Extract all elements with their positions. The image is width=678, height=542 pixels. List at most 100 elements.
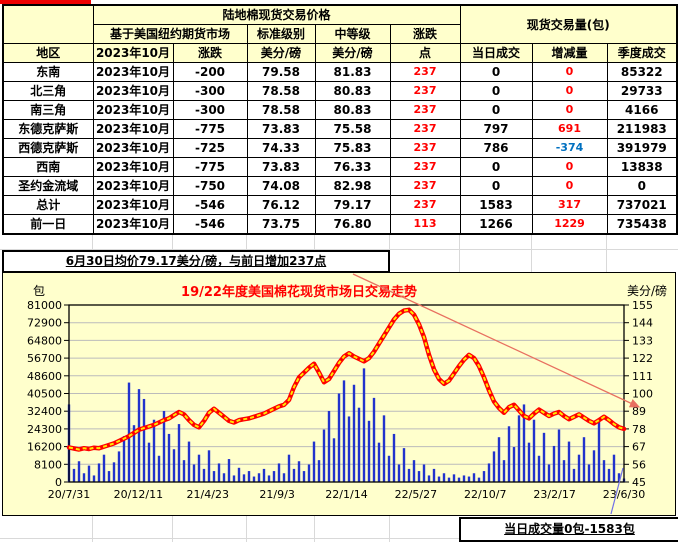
daily-cell[interactable]: 797	[459, 119, 533, 139]
points-cell[interactable]: 113	[389, 214, 461, 235]
month-cell[interactable]: 2023年10月	[92, 195, 174, 215]
points-header-cell[interactable]: 点	[389, 43, 461, 63]
standard-cell[interactable]: 73.83	[246, 119, 316, 139]
change-cell[interactable]: -300	[172, 81, 248, 101]
month-cell[interactable]: 2023年10月	[92, 214, 174, 235]
quarter-cell[interactable]: 391979	[606, 138, 678, 158]
change-cell[interactable]: -546	[172, 214, 248, 235]
daily-cell[interactable]: 0	[459, 157, 533, 177]
points-cell[interactable]: 237	[389, 81, 461, 101]
quarter-cell[interactable]: 4166	[606, 100, 678, 120]
middling-cell[interactable]: 82.98	[314, 176, 391, 196]
region-cell[interactable]: 北三角	[2, 81, 94, 101]
quarter-header-cell[interactable]: 季度成交	[606, 43, 678, 63]
standard-cell[interactable]: 78.58	[246, 81, 316, 101]
volume-title-cell[interactable]: 现货交易量(包)	[459, 4, 678, 44]
quarter-cell[interactable]: 735438	[606, 214, 678, 235]
region-cell[interactable]: 总计	[2, 195, 94, 215]
region-cell[interactable]: 东德克萨斯	[2, 119, 94, 139]
standard-cell[interactable]: 74.08	[246, 176, 316, 196]
table-title-cell[interactable]: 陆地棉现货交易价格	[92, 4, 461, 25]
middling-header-cell[interactable]: 中等级	[314, 24, 391, 44]
note-box[interactable]: 当日成交量0包-1583包	[459, 517, 678, 542]
delta-cell[interactable]: 1229	[531, 214, 608, 235]
month-header-cell[interactable]: 2023年10月	[92, 43, 174, 63]
standard-header-cell[interactable]: 标准级别	[246, 24, 316, 44]
region-header-cell[interactable]: 地区	[2, 43, 94, 63]
middling-cell[interactable]: 76.80	[314, 214, 391, 235]
quarter-cell[interactable]: 737021	[606, 195, 678, 215]
change-cell[interactable]: -775	[172, 119, 248, 139]
delta-cell[interactable]: 0	[531, 157, 608, 177]
change-header-cell[interactable]: 涨跌	[389, 24, 461, 44]
unit-cents-header-cell-2[interactable]: 美分/磅	[314, 43, 391, 63]
middling-cell[interactable]: 75.58	[314, 119, 391, 139]
delta-cell[interactable]: 0	[531, 176, 608, 196]
change-cell[interactable]: -775	[172, 157, 248, 177]
standard-cell[interactable]: 74.33	[246, 138, 316, 158]
quarter-cell[interactable]: 85322	[606, 62, 678, 82]
corner-cell[interactable]	[2, 4, 94, 44]
daily-cell[interactable]: 0	[459, 100, 533, 120]
middling-cell[interactable]: 79.17	[314, 195, 391, 215]
daily-cell[interactable]: 0	[459, 81, 533, 101]
change-cell[interactable]: -750	[172, 176, 248, 196]
change-cell[interactable]: -546	[172, 195, 248, 215]
quarter-cell[interactable]: 29733	[606, 81, 678, 101]
region-cell[interactable]: 东南	[2, 62, 94, 82]
month-cell[interactable]: 2023年10月	[92, 62, 174, 82]
middling-cell[interactable]: 75.83	[314, 138, 391, 158]
points-cell[interactable]: 237	[389, 100, 461, 120]
delta-cell[interactable]: 0	[531, 100, 608, 120]
month-cell[interactable]: 2023年10月	[92, 81, 174, 101]
daily-header-cell[interactable]: 当日成交	[459, 43, 533, 63]
region-cell[interactable]: 西德克萨斯	[2, 138, 94, 158]
points-cell[interactable]: 237	[389, 119, 461, 139]
summary-box[interactable]: 6月30日均价79.17美分/磅，与前日增加237点	[2, 250, 390, 273]
points-cell[interactable]: 237	[389, 157, 461, 177]
month-cell[interactable]: 2023年10月	[92, 157, 174, 177]
daily-cell[interactable]: 786	[459, 138, 533, 158]
region-cell[interactable]: 南三角	[2, 100, 94, 120]
points-cell[interactable]: 237	[389, 195, 461, 215]
middling-cell[interactable]: 76.33	[314, 157, 391, 177]
middling-cell[interactable]: 80.83	[314, 100, 391, 120]
delta-cell[interactable]: -374	[531, 138, 608, 158]
standard-cell[interactable]: 79.58	[246, 62, 316, 82]
middling-cell[interactable]: 81.83	[314, 62, 391, 82]
standard-cell[interactable]: 76.12	[246, 195, 316, 215]
change-cell[interactable]: -200	[172, 62, 248, 82]
daily-cell[interactable]: 0	[459, 176, 533, 196]
month-cell[interactable]: 2023年10月	[92, 119, 174, 139]
points-cell[interactable]: 237	[389, 62, 461, 82]
quarter-cell[interactable]: 13838	[606, 157, 678, 177]
region-cell[interactable]: 圣约金流域	[2, 176, 94, 196]
delta-cell[interactable]: 0	[531, 62, 608, 82]
points-cell[interactable]: 237	[389, 138, 461, 158]
delta-cell[interactable]: 691	[531, 119, 608, 139]
standard-cell[interactable]: 78.58	[246, 100, 316, 120]
standard-cell[interactable]: 73.83	[246, 157, 316, 177]
month-cell[interactable]: 2023年10月	[92, 100, 174, 120]
region-cell[interactable]: 西南	[2, 157, 94, 177]
month-cell[interactable]: 2023年10月	[92, 176, 174, 196]
delta-header-cell[interactable]: 增减量	[531, 43, 608, 63]
unit-cents-header-cell[interactable]: 美分/磅	[246, 43, 316, 63]
delta-cell[interactable]: 0	[531, 81, 608, 101]
daily-cell[interactable]: 0	[459, 62, 533, 82]
daily-cell[interactable]: 1266	[459, 214, 533, 235]
change-cell[interactable]: -300	[172, 100, 248, 120]
points-cell[interactable]: 237	[389, 176, 461, 196]
delta-cell[interactable]: 317	[531, 195, 608, 215]
quarter-cell[interactable]: 0	[606, 176, 678, 196]
futures-header-cell[interactable]: 基于美国纽约期货市场	[92, 24, 248, 44]
change-cell[interactable]: -725	[172, 138, 248, 158]
chart-area[interactable]: 包 19/22年度美国棉花现货市场日交易走势 美分/磅 81000 155 7290…	[2, 272, 676, 516]
region-cell[interactable]: 前一日	[2, 214, 94, 235]
month-cell[interactable]: 2023年10月	[92, 138, 174, 158]
change-sub-header-cell[interactable]: 涨跌	[172, 43, 248, 63]
daily-cell[interactable]: 1583	[459, 195, 533, 215]
quarter-cell[interactable]: 211983	[606, 119, 678, 139]
standard-cell[interactable]: 73.75	[246, 214, 316, 235]
middling-cell[interactable]: 80.83	[314, 81, 391, 101]
